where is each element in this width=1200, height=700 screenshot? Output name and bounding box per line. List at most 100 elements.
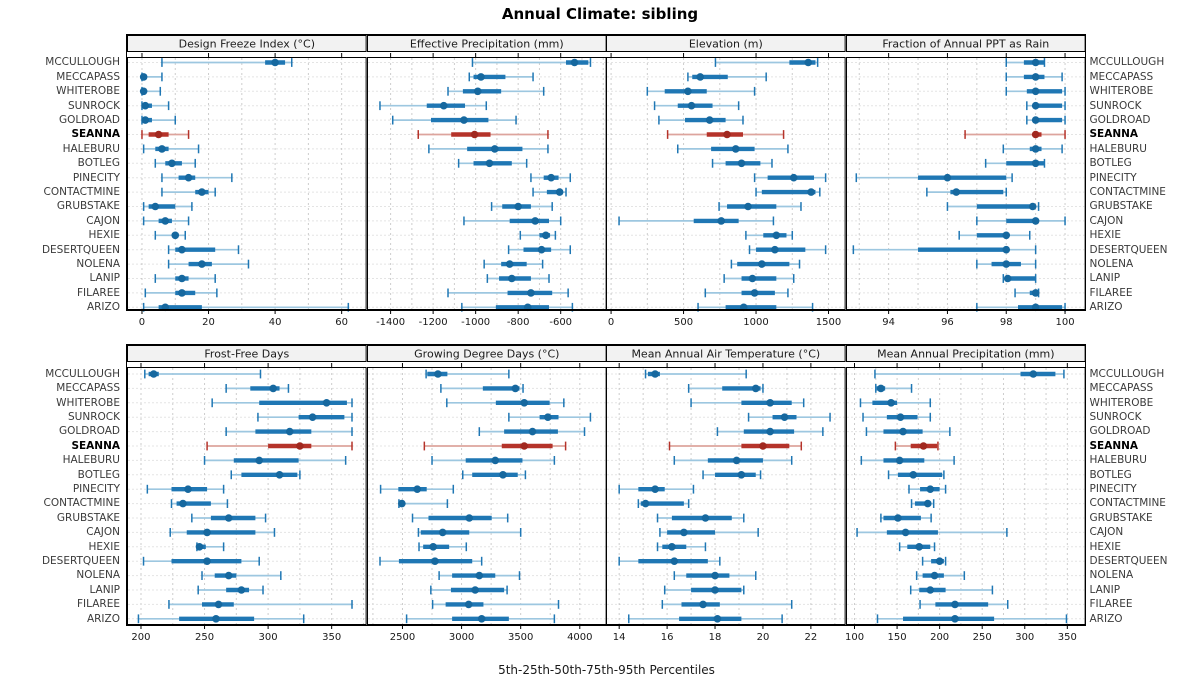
percentile-line-filaree xyxy=(661,600,793,609)
axis-tick-label: 0 xyxy=(608,317,614,328)
median-dot xyxy=(178,245,186,254)
percentile-line-pinecity xyxy=(754,173,827,183)
percentile-line-pinecity xyxy=(161,173,233,183)
percentile-line-seanna xyxy=(206,441,353,451)
median-dot xyxy=(723,130,732,139)
median-dot xyxy=(308,413,317,421)
percentile-line-arizo xyxy=(628,614,784,624)
percentile-line-cajon xyxy=(462,216,562,226)
median-dot xyxy=(490,145,499,153)
median-dot xyxy=(943,173,952,182)
station-label-right-whiterobe: WHITEROBE xyxy=(1089,396,1154,409)
percentile-line-cajon xyxy=(169,528,276,537)
median-dot xyxy=(296,442,304,450)
percentile-line-grubstake xyxy=(191,513,267,523)
percentile-line-desertqueen xyxy=(749,245,827,255)
median-dot xyxy=(1031,87,1040,96)
station-label-right-seanna: SEANNA xyxy=(1089,439,1139,452)
percentile-line-nolena xyxy=(437,571,520,580)
median-dot xyxy=(930,571,939,580)
percentile-line-filaree xyxy=(704,288,789,298)
median-dot xyxy=(429,543,437,551)
median-dot xyxy=(807,188,816,196)
percentile-line-botleg xyxy=(887,470,945,480)
axis-tick-label: -800 xyxy=(506,317,529,328)
axis-tick-label: -600 xyxy=(549,317,572,328)
percentile-line-contactmine xyxy=(397,499,448,508)
percentile-line-seanna xyxy=(417,130,549,139)
percentile-line-whiterobe xyxy=(646,86,756,96)
percentile-line-hexie xyxy=(958,230,1031,240)
panel-title: Elevation (m) xyxy=(689,38,763,51)
median-dot xyxy=(485,159,493,168)
axis-tick-label: 1000 xyxy=(744,317,769,328)
percentile-line-filaree xyxy=(1014,288,1040,298)
percentile-line-mccullough xyxy=(144,369,262,379)
median-dot xyxy=(696,73,705,81)
percentile-line-goldroad xyxy=(658,115,744,125)
percentile-line-haleburu xyxy=(142,144,200,154)
median-dot xyxy=(459,116,468,124)
percentile-line-botleg xyxy=(457,158,528,168)
percentile-line-seanna xyxy=(423,441,566,451)
percentile-line-mccullough xyxy=(1005,58,1046,67)
percentile-line-cajon xyxy=(417,528,522,537)
percentile-line-goldroad xyxy=(141,115,177,125)
median-dot xyxy=(149,370,158,378)
percentile-line-contactmine xyxy=(170,499,229,508)
percentile-line-mccullough xyxy=(161,58,293,67)
median-dot xyxy=(670,557,679,565)
axis-tick-label: 22 xyxy=(805,632,818,643)
panel-header xyxy=(845,345,1086,362)
median-dot xyxy=(507,274,516,283)
station-label-left-goldroad: GOLDROAD xyxy=(59,425,120,438)
axis-tick-label: -1000 xyxy=(461,317,490,328)
station-label-right-sunrock: SUNROCK xyxy=(1089,99,1142,112)
station-label-right-seanna: SEANNA xyxy=(1089,128,1139,141)
median-dot xyxy=(901,528,910,537)
median-dot xyxy=(470,130,479,139)
percentile-line-botleg xyxy=(230,470,301,480)
median-dot xyxy=(1031,58,1040,67)
percentile-line-contactmine xyxy=(925,187,1007,197)
station-label-left-mccullough: MCCULLOUGH xyxy=(45,367,120,380)
axis-tick-label: 20 xyxy=(202,317,215,328)
station-label-left-lanip: LANIP xyxy=(89,272,120,285)
axis-tick-label: 14 xyxy=(613,632,626,643)
percentile-line-mccullough xyxy=(874,369,1065,379)
station-label-right-lanip: LANIP xyxy=(1089,272,1121,285)
percentile-line-grubstake xyxy=(411,513,509,523)
panel-title: Mean Annual Air Temperature (°C) xyxy=(632,348,821,361)
station-label-right-nolena: NOLENA xyxy=(1089,257,1134,270)
station-label-left-nolena: NOLENA xyxy=(76,569,120,582)
axis-tick-label: 250 xyxy=(195,632,214,643)
percentile-line-meccapass xyxy=(139,72,163,82)
percentile-line-seanna xyxy=(667,130,785,139)
station-label-right-hexie: HEXIE xyxy=(1089,540,1121,553)
percentile-line-pinecity xyxy=(855,173,1013,183)
percentile-line-cajon xyxy=(618,216,775,226)
station-label-left-meccapass: MECCAPASS xyxy=(56,70,120,83)
percentile-line-sunrock xyxy=(862,412,931,422)
median-dot xyxy=(766,399,775,407)
median-dot xyxy=(713,615,722,623)
percentile-line-desertqueen xyxy=(507,245,571,255)
median-dot xyxy=(555,188,564,196)
station-label-right-contactmine: CONTACTMINE xyxy=(1089,185,1166,198)
median-dot xyxy=(184,173,193,182)
percentile-line-grubstake xyxy=(946,202,1040,211)
panel-fraction-of-annual-ppt-as-rain: Fraction of Annual PPT as Rain 94 96 98 100 xyxy=(845,35,1086,328)
median-dot xyxy=(141,116,150,124)
station-label-left-grubstake: GRUBSTAKE xyxy=(56,200,120,213)
percentile-line-desertqueen xyxy=(378,556,483,566)
median-dot xyxy=(687,101,696,110)
median-dot xyxy=(178,289,186,297)
percentile-line-nolena xyxy=(201,571,282,580)
percentile-line-lanip xyxy=(664,585,745,595)
median-dot xyxy=(1031,116,1040,124)
station-label-right-sunrock: SUNROCK xyxy=(1089,411,1142,423)
percentile-line-haleburu xyxy=(677,144,789,154)
median-dot xyxy=(285,427,294,436)
panel-header xyxy=(606,345,846,362)
